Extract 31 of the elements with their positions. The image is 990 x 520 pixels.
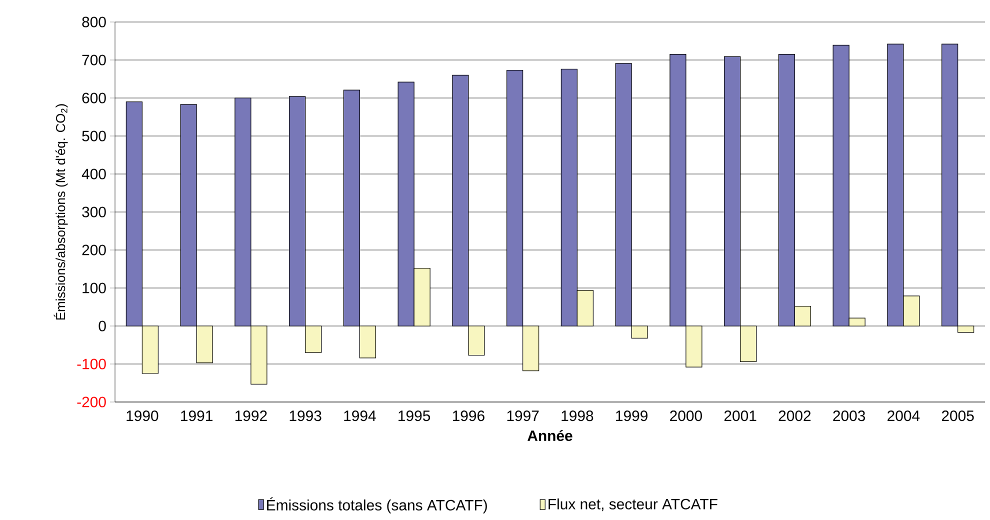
x-tick-label: 1998 — [562, 410, 594, 422]
x-tick-label: 2005 — [942, 410, 974, 422]
legend-label: Flux net, secteur ATCATF — [548, 498, 718, 512]
y-tick-label: 300 — [82, 206, 106, 218]
y-tick-label: 500 — [82, 130, 106, 142]
x-axis-title: Année — [528, 430, 572, 442]
x-tick-label: 2004 — [888, 410, 920, 422]
x-tick-label: 1993 — [290, 410, 322, 422]
x-tick-label: 1997 — [507, 410, 539, 422]
x-tick-label: 2000 — [670, 410, 702, 422]
x-tick-label: 1992 — [235, 410, 267, 422]
y-tick-label: 600 — [82, 92, 106, 104]
y-tick-label: 400 — [82, 168, 106, 180]
y-tick-label: -100 — [77, 358, 106, 370]
legend-label: Émissions totales (sans ATCATF) — [267, 497, 487, 514]
x-tick-label: 1996 — [452, 410, 484, 422]
x-tick-label: 2003 — [833, 410, 866, 422]
y-tick-label: 0 — [98, 320, 106, 332]
y-axis-title: Émissions/absorptions (Mt d'éq. CO$_{2}$) — [54, 104, 68, 320]
x-tick-label: 1990 — [126, 410, 158, 422]
x-tick-label: 1991 — [181, 410, 212, 422]
x-tick-label: 2002 — [778, 410, 811, 422]
y-tick-label: -200 — [77, 396, 106, 408]
y-tick-label: 100 — [82, 282, 106, 294]
x-tick-label: 2001 — [724, 410, 756, 422]
x-tick-label: 1999 — [616, 410, 648, 422]
x-tick-label: 1994 — [344, 410, 376, 422]
y-tick-label: 800 — [82, 16, 106, 28]
x-tick-label: 1995 — [398, 410, 430, 422]
y-tick-label: 200 — [82, 244, 106, 256]
y-tick-label: 700 — [82, 54, 106, 66]
